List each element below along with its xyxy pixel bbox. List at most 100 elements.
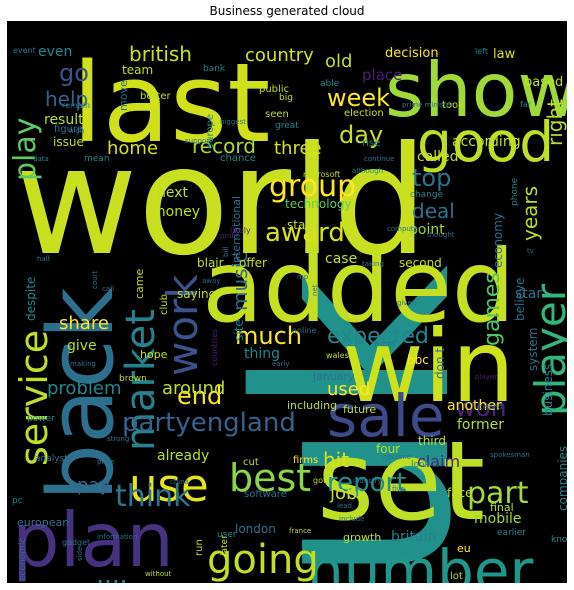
cloud-word-end: end bbox=[177, 382, 222, 410]
cloud-word-even: even bbox=[38, 44, 72, 60]
cloud-word-used: used bbox=[327, 379, 370, 400]
cloud-word-another: another bbox=[447, 398, 502, 414]
cloud-word-technology: technology bbox=[285, 197, 352, 211]
cloud-word-next: next bbox=[157, 185, 189, 201]
cloud-word-continue: continue bbox=[364, 155, 394, 163]
cloud-word-although: although bbox=[352, 167, 383, 175]
cloud-word-star: star bbox=[515, 286, 542, 302]
cloud-word-chance: chance bbox=[220, 153, 256, 164]
word-cloud-canvas: uk world last set added win back show number plan… bbox=[7, 21, 567, 583]
cloud-word-figure: figure bbox=[54, 124, 83, 135]
cloud-word-side: side bbox=[76, 547, 84, 561]
cloud-word-phone: phone bbox=[510, 177, 520, 206]
cloud-word-economy: economy bbox=[491, 213, 505, 268]
cloud-word-third: third bbox=[418, 434, 446, 448]
cloud-word-market: market bbox=[118, 309, 164, 451]
cloud-word-earlier: earlier bbox=[497, 528, 526, 538]
cloud-word-based: based bbox=[524, 75, 563, 90]
cloud-word-bbc: bbc bbox=[407, 353, 429, 367]
cloud-word-start: start bbox=[287, 218, 315, 232]
cloud-word-site: site bbox=[232, 319, 246, 341]
cloud-word-event: event bbox=[13, 46, 36, 55]
cloud-word-bank: bank bbox=[203, 64, 226, 74]
cloud-word-growth: growth bbox=[343, 531, 381, 544]
cloud-word-mp: mp bbox=[297, 273, 309, 281]
cloud-word-thing: thing bbox=[244, 346, 280, 362]
cloud-word-share: share bbox=[59, 313, 109, 334]
cloud-word-record: record bbox=[192, 134, 256, 158]
cloud-word-china: china bbox=[170, 478, 189, 486]
chart-title: Business generated cloud bbox=[209, 4, 365, 18]
cloud-word-firms: firms bbox=[293, 455, 318, 466]
cloud-word-london: london bbox=[235, 522, 276, 536]
cloud-word-strong: strong bbox=[107, 435, 129, 443]
cloud-word-net: net bbox=[311, 284, 319, 296]
cloud-word-given: given bbox=[397, 299, 416, 307]
cloud-word-three: three bbox=[274, 138, 322, 159]
cloud-word-half: half bbox=[37, 255, 51, 263]
cloud-word-away: away bbox=[202, 277, 220, 285]
cloud-word-blair: blair bbox=[197, 256, 224, 270]
cloud-word-job: job bbox=[329, 483, 357, 504]
cloud-word-look: look bbox=[411, 460, 431, 470]
cloud-word-right: right bbox=[543, 99, 567, 146]
cloud-word-best: best bbox=[229, 456, 311, 500]
cloud-word-tv: tv bbox=[527, 247, 534, 255]
cloud-word-give: give bbox=[67, 338, 97, 354]
cloud-word-second: second bbox=[399, 256, 442, 270]
cloud-word-country: country bbox=[245, 45, 314, 66]
cloud-word-data: data bbox=[33, 155, 49, 163]
cloud-word-online: online bbox=[292, 326, 316, 335]
cloud-word-european: european bbox=[17, 516, 69, 529]
cloud-word-decision: decision bbox=[385, 46, 439, 61]
cloud-word-win: win bbox=[342, 308, 515, 425]
cloud-word-problem: problem bbox=[47, 378, 121, 399]
cloud-word-pc: pc bbox=[12, 496, 23, 506]
cloud-word-eu: eu bbox=[457, 542, 471, 555]
cloud-word-uk: uk bbox=[202, 265, 510, 583]
cloud-word-economic: economic bbox=[18, 538, 28, 581]
cloud-word-games: games bbox=[480, 272, 505, 346]
cloud-word-took: took bbox=[442, 100, 464, 111]
cloud-word-great: great bbox=[275, 121, 299, 131]
cloud-word-election: election bbox=[344, 108, 384, 119]
cloud-word-include: include bbox=[339, 515, 364, 523]
cloud-word-called: called bbox=[417, 149, 459, 165]
cloud-word-go: go bbox=[59, 59, 89, 87]
cloud-word-industry: industry bbox=[353, 477, 382, 485]
cloud-word-club: club bbox=[159, 294, 170, 315]
cloud-word-report: report bbox=[327, 468, 406, 498]
cloud-word-expected: expected bbox=[327, 324, 429, 349]
cloud-word-five: five bbox=[392, 485, 405, 493]
cloud-word-france: france bbox=[289, 527, 311, 535]
cloud-word-hope: hope bbox=[140, 348, 168, 361]
cloud-word-know: know bbox=[551, 535, 567, 545]
cloud-word-former: former bbox=[457, 417, 504, 433]
cloud-word-big: big bbox=[279, 93, 293, 103]
cloud-word-won: won bbox=[455, 393, 507, 422]
cloud-word-mean: mean bbox=[84, 154, 110, 164]
cloud-word-e-mail: e mail bbox=[374, 340, 396, 348]
cloud-word-issue: issue bbox=[53, 135, 84, 149]
cloud-word-profit: profit bbox=[220, 232, 239, 240]
cloud-word-microsoft: microsoft bbox=[303, 170, 340, 179]
cloud-word-old: old bbox=[325, 51, 352, 72]
cloud-word-companies: companies bbox=[556, 446, 567, 511]
cloud-word-number: number bbox=[307, 537, 534, 583]
cloud-word-part: part bbox=[467, 476, 529, 511]
cloud-word-become: become bbox=[383, 453, 411, 461]
cloud-word-law: law bbox=[493, 47, 516, 62]
cloud-word-player: player bbox=[526, 283, 567, 416]
cloud-word-price: price bbox=[97, 458, 114, 466]
cloud-word-deal: deal bbox=[412, 199, 455, 223]
cloud-word-use: use bbox=[129, 459, 209, 512]
cloud-word-british: british bbox=[129, 42, 192, 66]
cloud-word-making: making bbox=[70, 360, 96, 368]
cloud-word-better: better bbox=[140, 91, 171, 102]
cloud-word-sale: sale bbox=[327, 382, 445, 450]
cloud-word-business: business bbox=[541, 364, 555, 416]
cloud-word-face: face bbox=[447, 486, 473, 500]
cloud-word-got: got bbox=[313, 476, 326, 485]
cloud-word-point: point bbox=[409, 222, 445, 238]
